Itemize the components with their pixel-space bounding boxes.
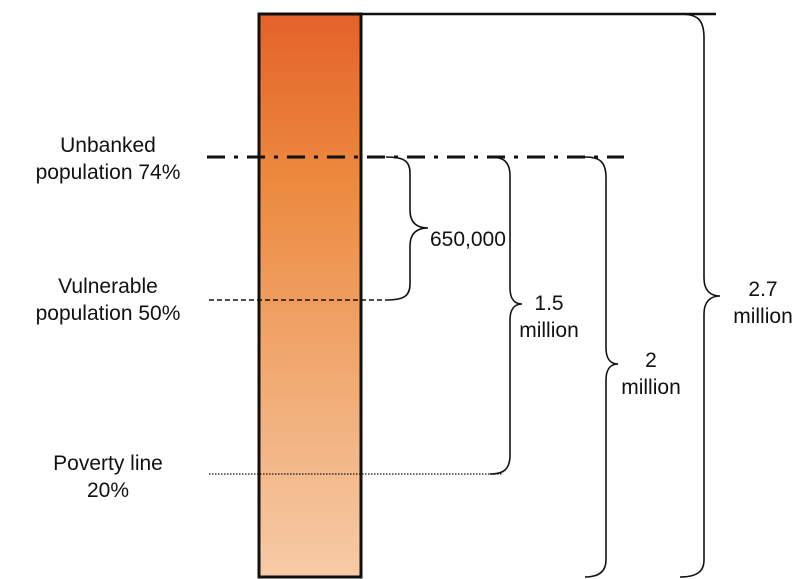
brace-2m-curly-brace bbox=[584, 156, 619, 578]
brace-650k-label: 650,000 bbox=[430, 226, 506, 253]
vulnerable-label-line2: population 50% bbox=[35, 302, 181, 325]
brace-2m-label-line2: million bbox=[621, 376, 681, 399]
population-bar bbox=[257, 12, 363, 579]
brace-2-7m-curly-brace bbox=[679, 13, 721, 578]
poverty-label-line2: 20% bbox=[86, 479, 130, 502]
brace-2-7m-label: 2.7 million bbox=[720, 276, 806, 330]
brace-1-5m-label-line1: 1.5 bbox=[534, 292, 564, 315]
vulnerable-label: Vulnerable population 50% bbox=[8, 273, 208, 327]
poverty-label-line1: Poverty line bbox=[53, 452, 163, 475]
brace-1-5m-label: 1.5 million bbox=[510, 290, 588, 344]
unbanked-label-line2: population 74% bbox=[35, 161, 181, 184]
unbanked-label-line1: Unbanked bbox=[60, 134, 156, 157]
brace-650k-label-line1: 650,000 bbox=[430, 228, 506, 251]
brace-1-5m-label-line2: million bbox=[519, 319, 579, 342]
brace-2-7m-label-line1: 2.7 bbox=[748, 278, 778, 301]
brace-650k-curly-brace bbox=[385, 156, 429, 301]
unbanked-label: Unbanked population 74% bbox=[8, 132, 208, 186]
brace-1-5m-curly-brace bbox=[489, 156, 523, 475]
brace-2m-label: 2 million bbox=[612, 347, 690, 401]
vulnerable-label-line1: Vulnerable bbox=[58, 275, 158, 298]
brace-2-7m-label-line2: million bbox=[733, 305, 793, 328]
brace-2m-label-line1: 2 bbox=[645, 349, 657, 372]
poverty-label: Poverty line 20% bbox=[8, 450, 208, 504]
